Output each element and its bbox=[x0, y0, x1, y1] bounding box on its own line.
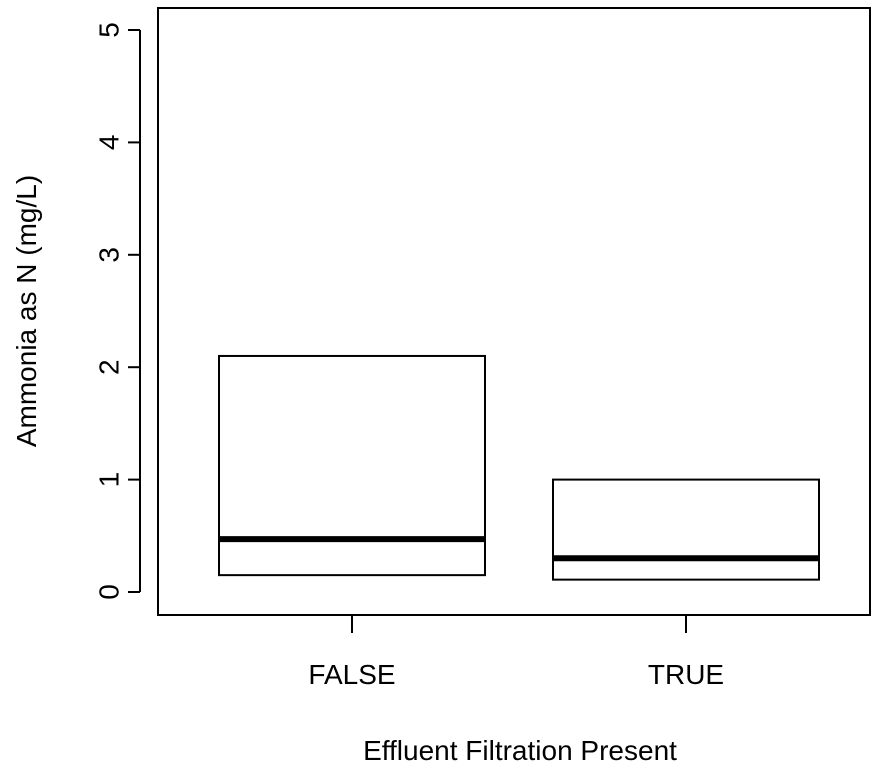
y-tick-label: 5 bbox=[93, 22, 124, 38]
plot-frame bbox=[157, 7, 871, 616]
y-axis-title: Ammonia as N (mg/L) bbox=[11, 175, 42, 447]
x-tick-label: TRUE bbox=[648, 659, 724, 690]
x-axis: FALSE TRUE bbox=[308, 615, 724, 690]
x-tick-label: FALSE bbox=[308, 659, 395, 690]
y-tick-label: 1 bbox=[93, 472, 124, 488]
y-tick-label: 2 bbox=[93, 359, 124, 375]
y-axis: 0 1 2 3 4 5 bbox=[93, 22, 141, 600]
box-true bbox=[552, 478, 820, 581]
y-tick-label: 3 bbox=[93, 247, 124, 263]
y-tick-label: 0 bbox=[93, 584, 124, 600]
x-axis-title: Effluent Filtration Present bbox=[363, 735, 677, 765]
boxes bbox=[218, 354, 820, 581]
box-false bbox=[218, 354, 486, 577]
y-tick-label: 4 bbox=[93, 135, 124, 151]
